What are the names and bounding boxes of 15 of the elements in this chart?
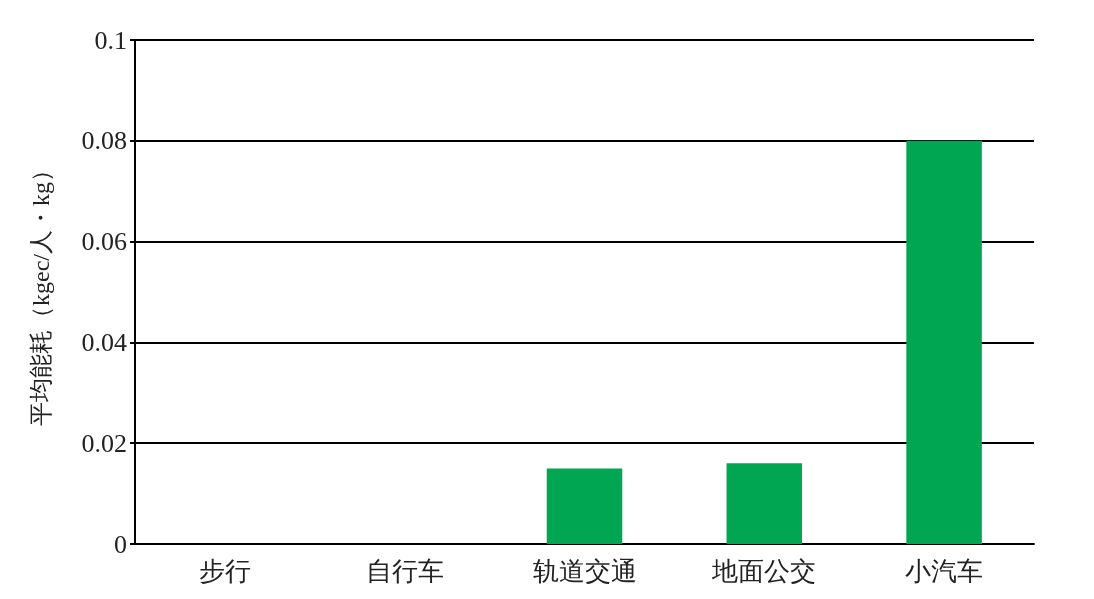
bar [726,463,803,544]
y-tick-label: 0.02 [81,428,127,458]
x-tick-label: 轨道交通 [532,556,637,586]
y-axis-title: 平均能耗（kgec/人・kg） [28,158,54,426]
bar [546,468,623,544]
x-tick-label: 小汽车 [905,556,984,586]
y-tick-label: 0.04 [81,327,127,357]
y-tick-label: 0.08 [81,126,127,156]
x-tick-label: 步行 [198,556,251,586]
bar [906,140,982,544]
x-tick-label: 自行车 [365,556,444,586]
y-tick-label: 0.06 [81,227,127,257]
x-tick-label: 地面公交 [711,556,817,586]
y-tick-label: 0 [114,529,127,559]
y-tick-label: 0.1 [94,25,127,55]
